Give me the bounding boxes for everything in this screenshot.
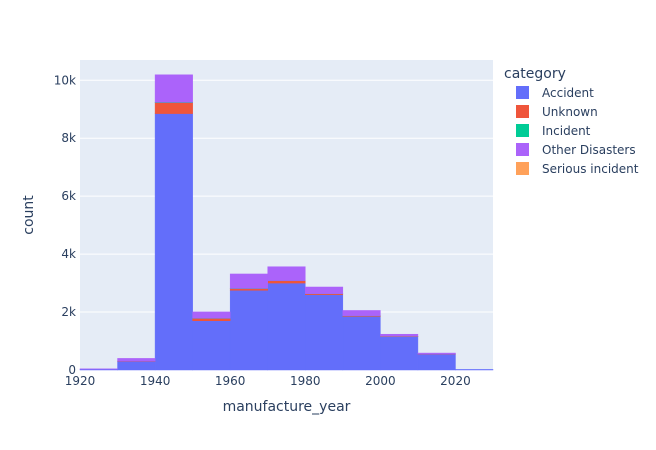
y-tick-label: 2k bbox=[61, 305, 76, 319]
y-axis-ticks: 0 2k 4k 6k 8k 10k bbox=[54, 73, 76, 377]
bar-other-disasters bbox=[117, 358, 156, 362]
legend-swatch-serious-incident[interactable] bbox=[516, 162, 529, 175]
legend-swatch-other-disasters[interactable] bbox=[516, 143, 529, 156]
y-tick-label: 0 bbox=[68, 363, 76, 377]
bar-accident bbox=[154, 113, 193, 371]
bar-unknown bbox=[154, 102, 193, 114]
bar-other-disasters bbox=[342, 310, 381, 316]
legend-label-accident[interactable]: Accident bbox=[542, 86, 594, 100]
legend-label-incident[interactable]: Incident bbox=[542, 124, 591, 138]
y-tick-label: 8k bbox=[61, 131, 76, 145]
legend-swatch-accident[interactable] bbox=[516, 86, 529, 99]
bar-other-disasters bbox=[192, 311, 231, 319]
bar-accident bbox=[380, 336, 419, 371]
bar-other-disasters bbox=[417, 352, 456, 355]
bars bbox=[79, 74, 494, 371]
x-tick-label: 2000 bbox=[365, 374, 396, 388]
y-tick-label: 4k bbox=[61, 247, 76, 261]
y-axis-title: count bbox=[21, 195, 37, 235]
bar-accident bbox=[229, 290, 268, 371]
x-tick-label: 1920 bbox=[65, 374, 96, 388]
x-tick-label: 1980 bbox=[290, 374, 321, 388]
bar-other-disasters bbox=[380, 333, 419, 337]
bar-unknown bbox=[192, 318, 231, 321]
legend-label-serious-incident[interactable]: Serious incident bbox=[542, 162, 639, 176]
y-tick-label: 6k bbox=[61, 189, 76, 203]
x-axis-title: manufacture_year bbox=[223, 399, 351, 415]
legend-title: category bbox=[504, 66, 566, 82]
y-tick-label: 10k bbox=[54, 73, 76, 87]
bar-accident bbox=[342, 316, 381, 371]
bar-accident bbox=[305, 294, 344, 371]
bar-accident bbox=[455, 369, 494, 371]
bar-other-disasters bbox=[267, 266, 306, 281]
x-tick-label: 2020 bbox=[440, 374, 471, 388]
bar-accident bbox=[117, 361, 156, 371]
x-tick-label: 1940 bbox=[140, 374, 171, 388]
x-tick-label: 1960 bbox=[215, 374, 246, 388]
legend-swatch-unknown[interactable] bbox=[516, 105, 529, 118]
bar-other-disasters bbox=[229, 273, 268, 289]
legend: category Accident Unknown Incident Other Di… bbox=[504, 66, 639, 176]
bar-unknown bbox=[267, 280, 306, 284]
bar-other-disasters bbox=[305, 286, 344, 294]
bar-accident bbox=[267, 282, 306, 371]
bar-other-disasters bbox=[154, 74, 193, 103]
bar-accident bbox=[417, 353, 456, 371]
bar-unknown bbox=[229, 288, 268, 291]
bar-accident bbox=[192, 320, 231, 371]
legend-swatch-incident[interactable] bbox=[516, 124, 529, 137]
legend-label-unknown[interactable]: Unknown bbox=[542, 105, 598, 119]
legend-label-other-disasters[interactable]: Other Disasters bbox=[542, 143, 636, 157]
x-axis-ticks: 1920 1940 1960 1980 2000 2020 bbox=[65, 374, 471, 388]
